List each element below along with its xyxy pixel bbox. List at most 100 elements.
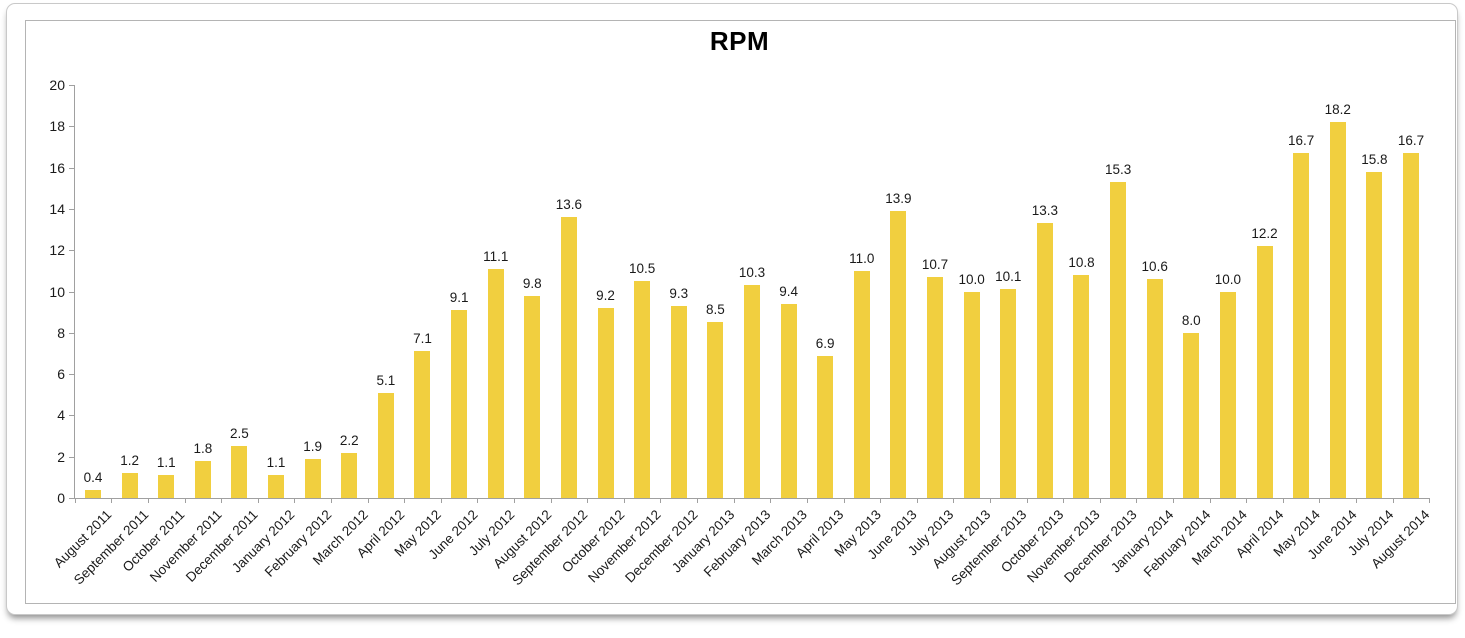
y-axis-tick-label: 14	[49, 200, 65, 217]
y-axis-tick-label: 16	[49, 159, 65, 176]
x-axis-tick	[770, 498, 772, 503]
bar-value-label: 1.1	[266, 455, 286, 471]
x-axis-tick	[404, 498, 406, 503]
x-axis-tick	[1026, 498, 1028, 503]
x-axis-tick	[1099, 498, 1101, 503]
bar	[341, 452, 358, 498]
bar	[743, 285, 760, 498]
y-axis-tick	[69, 167, 74, 169]
bar-value-label: 18.2	[1324, 102, 1351, 118]
x-axis-tick	[221, 498, 223, 503]
bar	[1219, 291, 1236, 498]
bar-value-label: 1.9	[303, 438, 323, 454]
bar	[1366, 171, 1383, 498]
chart-title: RPM	[709, 26, 770, 56]
bar	[707, 322, 724, 498]
bar-value-label: 10.0	[1214, 271, 1242, 287]
bar	[451, 310, 468, 498]
y-axis-tick-label: 10	[49, 283, 65, 300]
bar-value-label: 12.2	[1251, 226, 1278, 242]
bar-value-label: 16.7	[1397, 133, 1425, 149]
bar-value-label: 7.1	[413, 331, 432, 347]
bar-value-label: 9.8	[522, 275, 542, 291]
x-axis-tick	[953, 498, 955, 503]
y-axis-tick	[69, 456, 74, 458]
y-axis-tick-label: 20	[49, 77, 65, 93]
x-axis-tick	[514, 498, 515, 503]
bar	[1183, 332, 1200, 498]
x-axis-tick	[989, 498, 991, 503]
bar	[85, 489, 101, 498]
bar-value-label: 8.5	[705, 302, 725, 318]
bar	[1256, 246, 1273, 498]
bar	[1293, 153, 1310, 498]
x-axis-tick	[184, 498, 186, 503]
bar	[597, 308, 614, 498]
chart-plot-border	[25, 20, 1456, 604]
bar-value-label: 10.0	[958, 271, 985, 287]
x-axis-line	[74, 498, 1430, 499]
x-axis-tick	[1282, 498, 1284, 503]
y-axis-tick	[69, 208, 74, 210]
bar-value-label: 9.2	[596, 288, 615, 304]
x-axis-tick	[843, 498, 845, 503]
bar-value-label: 9.1	[449, 290, 469, 306]
bar	[194, 460, 211, 498]
bar	[670, 305, 687, 498]
x-axis-tick	[916, 498, 918, 503]
y-axis-tick-label: 12	[49, 242, 65, 259]
y-axis-tick	[69, 374, 74, 376]
bar-value-label: 5.1	[376, 372, 396, 388]
y-axis-tick-label: 8	[57, 324, 65, 341]
bar	[268, 475, 285, 498]
y-axis-tick-label: 0	[57, 490, 65, 506]
bar-value-label: 10.1	[995, 269, 1022, 285]
bar	[853, 270, 870, 498]
x-axis-tick	[257, 498, 259, 503]
x-axis-tick	[147, 498, 149, 503]
x-axis-tick	[1429, 498, 1431, 503]
bar	[1402, 153, 1419, 498]
bar-value-label: 10.7	[921, 257, 949, 273]
x-axis-tick	[440, 498, 442, 503]
bar-value-label: 1.8	[193, 440, 213, 456]
x-axis-tick	[1136, 498, 1138, 503]
bar-value-label: 11.0	[849, 250, 875, 266]
bar-value-label: 13.9	[885, 190, 912, 206]
bar	[487, 268, 504, 498]
bar	[890, 210, 907, 498]
bar-value-label: 8.0	[1181, 312, 1201, 328]
bar	[377, 392, 394, 498]
bar-value-label: 10.3	[738, 265, 766, 281]
x-axis-tick	[880, 498, 882, 503]
bar-value-label: 10.5	[629, 261, 656, 277]
x-axis-tick	[550, 498, 552, 503]
x-axis-tick	[806, 498, 808, 503]
x-axis-tick	[477, 498, 479, 503]
bar-value-label: 9.3	[669, 285, 689, 301]
bar-value-label: 10.8	[1068, 254, 1095, 270]
x-axis-tick	[697, 498, 699, 503]
bar	[304, 458, 321, 498]
bar	[524, 295, 541, 498]
bar-value-label: 13.6	[555, 197, 583, 213]
slide-frame: RPM 0 2 4 6 8 10 12 14 16 18 20 0.4 August 2011 1.2 Se…	[6, 3, 1458, 615]
x-axis-tick	[660, 498, 662, 503]
y-axis-line	[74, 85, 75, 498]
x-axis-tick	[330, 498, 332, 503]
bar-value-label: 6.9	[815, 335, 835, 351]
x-axis-tick	[1356, 498, 1358, 503]
x-axis-tick	[587, 498, 589, 503]
y-axis-tick	[69, 291, 74, 293]
bar	[780, 303, 797, 498]
x-axis-tick	[1172, 498, 1174, 503]
bar-value-label: 1.2	[120, 453, 139, 469]
bar-value-label: 16.7	[1287, 133, 1315, 149]
y-axis-tick	[69, 498, 74, 499]
bar	[231, 446, 248, 498]
bar-value-label: 15.8	[1361, 151, 1388, 167]
bar-value-label: 11.1	[483, 248, 509, 264]
bar	[817, 355, 834, 498]
y-axis-tick	[69, 332, 74, 334]
